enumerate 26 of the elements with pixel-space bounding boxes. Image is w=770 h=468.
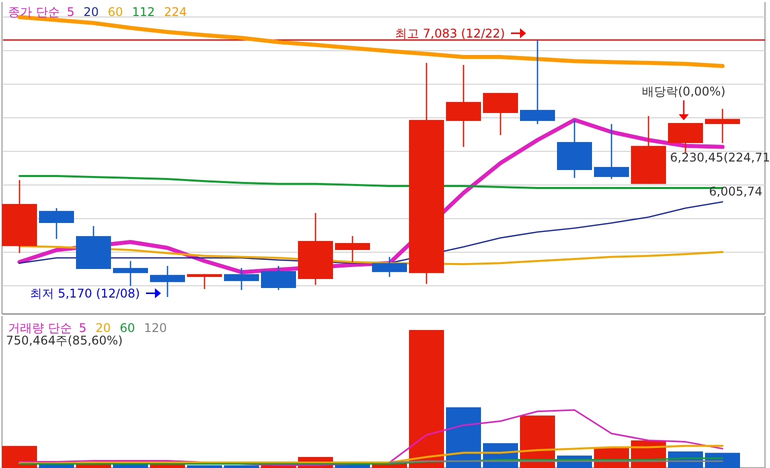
bar <box>2 446 37 468</box>
text: 5 <box>78 321 86 335</box>
candlestick <box>187 273 222 290</box>
bar <box>187 465 222 468</box>
text: 5 <box>66 5 74 19</box>
annotation: 배당락(0,00%) <box>642 84 726 98</box>
annotation: 최저 5,170 (12/08) <box>30 286 140 300</box>
text: 112 <box>132 5 155 19</box>
series-label: 224 <box>164 5 187 19</box>
text: 120 <box>144 321 167 335</box>
bar <box>520 416 555 468</box>
bar <box>446 407 481 468</box>
annotation: 6,005,74 <box>709 184 762 198</box>
bar <box>224 465 259 468</box>
annotation: 최고 7,083 (12/22) <box>395 26 505 40</box>
bar <box>409 330 444 468</box>
annotation: 750,464주(85,60%) <box>6 333 123 348</box>
text: 60 <box>120 321 136 335</box>
candlestick <box>705 108 740 144</box>
legend-title: 거래량 단순 <box>8 321 72 335</box>
text: 20 <box>95 321 111 335</box>
text: 20 <box>83 5 99 19</box>
legend-title: 종가 단순 <box>8 5 60 19</box>
annotation: 6,230,45(224,71 <box>670 150 770 164</box>
candlestick <box>520 39 555 125</box>
text: 60 <box>108 5 124 19</box>
